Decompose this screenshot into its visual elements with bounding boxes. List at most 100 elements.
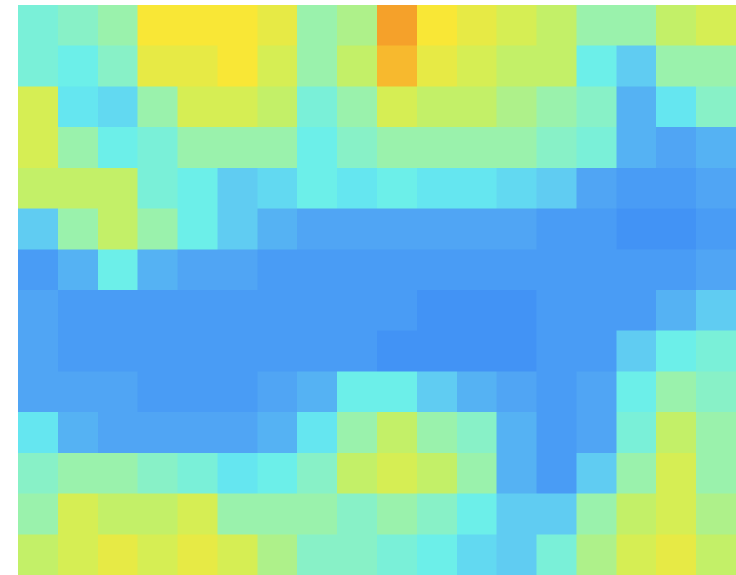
heatmap-cell [58,46,98,87]
heatmap-cell [138,412,178,453]
heatmap-cell [297,453,337,494]
heatmap-cell [497,209,537,250]
heatmap-cell [656,168,696,209]
heatmap-cell [257,168,297,209]
heatmap-cell [178,127,218,168]
heatmap-cell [58,290,98,331]
heatmap-cell [417,209,457,250]
heatmap-cell [377,86,417,127]
heatmap-cell [497,371,537,412]
heatmap-cell [497,168,537,209]
heatmap-cell [98,453,138,494]
heatmap-cell [696,453,736,494]
heatmap-cell [377,331,417,372]
heatmap-cell [576,331,616,372]
heatmap-cell [297,168,337,209]
heatmap-cell [58,534,98,575]
heatmap-cell [417,412,457,453]
heatmap-cell [377,46,417,87]
heatmap-cell [377,453,417,494]
heatmap-cell [696,209,736,250]
heatmap-cell [377,249,417,290]
heatmap-cell [417,331,457,372]
heatmap-cell [98,209,138,250]
heatmap-cell [58,209,98,250]
heatmap-cell [537,534,577,575]
heatmap-cell [257,331,297,372]
heatmap-cell [656,46,696,87]
heatmap-cell [497,534,537,575]
heatmap-cell [138,331,178,372]
heatmap-cell [337,494,377,535]
heatmap-cell [696,86,736,127]
heatmap-cell [576,127,616,168]
heatmap-cell [616,371,656,412]
heatmap-cell [537,290,577,331]
heatmap-cell [497,46,537,87]
heatmap-cell [417,46,457,87]
heatmap-cell [457,371,497,412]
heatmap-cell [457,209,497,250]
heatmap-cell [457,249,497,290]
heatmap-cell [417,86,457,127]
heatmap-cell [457,168,497,209]
heatmap-cell [58,331,98,372]
heatmap-cell [616,46,656,87]
heatmap-cell [257,127,297,168]
heatmap-cell [656,494,696,535]
heatmap-cell [178,453,218,494]
heatmap-cell [457,494,497,535]
heatmap-cell [616,290,656,331]
heatmap-cell [297,209,337,250]
heatmap-cell [497,5,537,46]
heatmap-cell [497,412,537,453]
heatmap-cell [576,290,616,331]
heatmap-cell [217,412,257,453]
heatmap-cell [217,534,257,575]
heatmap-cell [457,331,497,372]
heatmap-cell [178,46,218,87]
heatmap-cell [417,249,457,290]
heatmap-cell [656,534,696,575]
heatmap-cell [696,331,736,372]
heatmap-cell [217,494,257,535]
heatmap-cell [537,412,577,453]
heatmap-cell [377,412,417,453]
heatmap-cell [616,168,656,209]
heatmap-cell [377,127,417,168]
heatmap-cell [537,86,577,127]
heatmap-cell [457,127,497,168]
heatmap-cell [18,290,58,331]
heatmap-cell [297,494,337,535]
heatmap-cell [18,168,58,209]
heatmap-cell [656,453,696,494]
heatmap-cell [576,86,616,127]
heatmap-cell [297,46,337,87]
heatmap-cell [98,127,138,168]
heatmap-cell [18,331,58,372]
heatmap-cell [217,5,257,46]
heatmap-cell [178,331,218,372]
heatmap-cell [297,5,337,46]
heatmap-cell [18,494,58,535]
heatmap-cell [537,168,577,209]
heatmap-cell [297,86,337,127]
heatmap-cell [58,371,98,412]
heatmap-cell [138,46,178,87]
heatmap-cell [18,5,58,46]
heatmap-cell [656,5,696,46]
heatmap-cell [18,46,58,87]
heatmap-cell [18,371,58,412]
heatmap-cell [696,412,736,453]
heatmap-cell [497,453,537,494]
heatmap-cell [537,46,577,87]
heatmap-cell [217,86,257,127]
heatmap-cell [616,412,656,453]
heatmap-cell [696,371,736,412]
heatmap-cell [257,290,297,331]
heatmap-cell [257,5,297,46]
heatmap-cell [138,534,178,575]
heatmap-cell [257,249,297,290]
heatmap-cell [337,290,377,331]
heatmap-cell [58,453,98,494]
